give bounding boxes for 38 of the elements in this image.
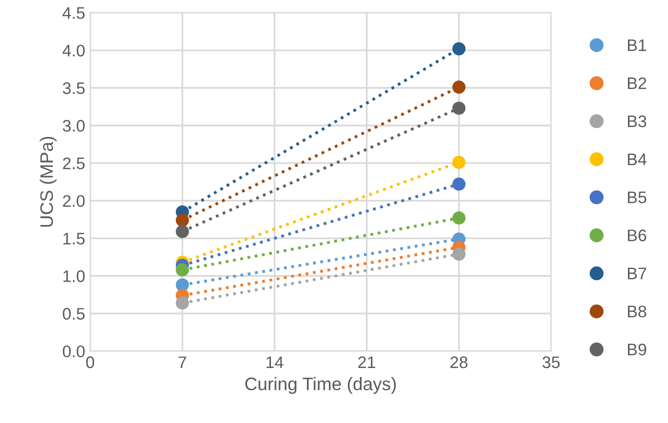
point <box>176 263 189 276</box>
x-tick-label: 0 <box>86 356 94 368</box>
y-tick-label: 2.5 <box>62 157 85 170</box>
legend-label: B5 <box>628 192 646 204</box>
legend-label: B6 <box>628 230 646 242</box>
point <box>176 296 189 310</box>
point <box>176 214 189 227</box>
point <box>176 224 189 238</box>
legend-label: B3 <box>628 115 646 128</box>
y-tick-label: 1.0 <box>63 270 85 282</box>
legend-label: B2 <box>628 77 646 90</box>
point <box>452 178 466 191</box>
y-tick-label: 2.0 <box>62 195 85 207</box>
legend-label: B8 <box>628 306 646 318</box>
point <box>452 102 466 115</box>
legend-label: B9 <box>628 344 646 356</box>
point <box>452 42 466 56</box>
y-tick-label: 0.5 <box>62 308 85 320</box>
y-tick-label: 4.0 <box>62 44 85 56</box>
x-tick-label: 28 <box>450 356 468 368</box>
x-tick-label: 35 <box>542 356 560 368</box>
x-tick-label: 7 <box>178 356 186 368</box>
y-tick-label: 3.5 <box>62 82 85 94</box>
legend-label: B4 <box>628 154 646 166</box>
legend-label: B1 <box>628 40 646 51</box>
x-tick-label: 14 <box>266 356 284 368</box>
point <box>452 156 466 169</box>
legend-label: B7 <box>628 268 646 280</box>
x-axis-title: Curing Time (days) <box>245 377 396 394</box>
y-tick-label: 4.5 <box>62 7 85 19</box>
point <box>452 80 466 94</box>
y-axis-title: UCS (MPa) <box>40 136 57 227</box>
y-tick-label: 1.5 <box>63 232 85 244</box>
point <box>452 211 466 225</box>
x-tick-label: 21 <box>358 356 376 368</box>
y-tick-label: 0.0 <box>62 345 85 358</box>
point <box>452 247 466 261</box>
y-tick-label: 3.0 <box>62 120 85 132</box>
